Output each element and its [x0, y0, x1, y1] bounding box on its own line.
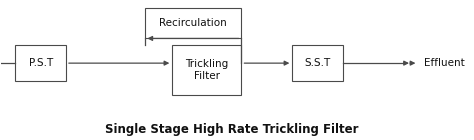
Bar — [292, 45, 343, 81]
Text: Effluent: Effluent — [424, 58, 465, 68]
Bar — [145, 8, 241, 38]
Text: Recirculation: Recirculation — [159, 18, 227, 28]
Text: Single Stage High Rate Trickling Filter: Single Stage High Rate Trickling Filter — [106, 123, 359, 136]
Text: S.S.T: S.S.T — [304, 58, 331, 68]
Bar — [172, 45, 241, 95]
Text: P.S.T: P.S.T — [28, 58, 53, 68]
Text: Trickling
Filter: Trickling Filter — [185, 59, 228, 81]
Bar — [15, 45, 66, 81]
